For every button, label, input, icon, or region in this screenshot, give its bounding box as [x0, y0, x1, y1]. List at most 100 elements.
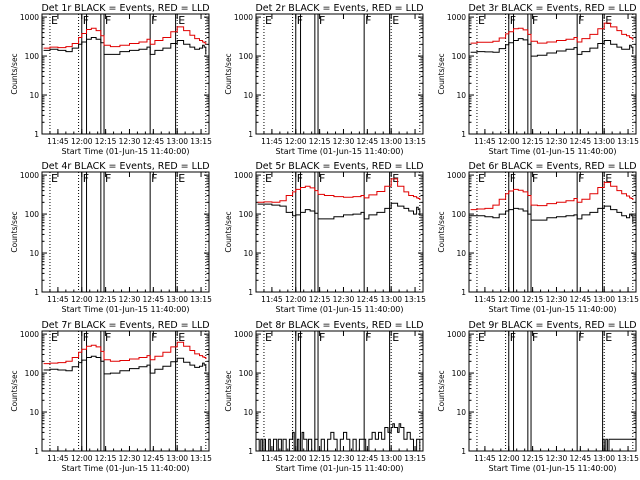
y-axis-label: Counts/sec [224, 211, 233, 252]
x-tick-label: 11:45 [474, 454, 496, 463]
flag-label: F [510, 331, 516, 344]
x-tick-label: 12:30 [546, 137, 568, 146]
y-tick-label: 1 [461, 447, 466, 456]
y-tick-label: 10 [456, 408, 466, 417]
x-tick-label: 12:45 [143, 295, 165, 304]
x-tick-label: 12:45 [570, 295, 592, 304]
plot-frame [41, 13, 210, 135]
y-tick-label: 1 [461, 130, 466, 139]
flag-label: F [297, 172, 303, 185]
x-tick-label: 12:45 [143, 454, 165, 463]
y-axis-label: Counts/sec [224, 370, 233, 411]
x-axis-label: Start Time (01-Jun-15 11:40:00) [489, 147, 617, 156]
panel-title: Det 1r BLACK = Events, RED = LLD [41, 3, 209, 14]
plot-frame [41, 171, 210, 293]
y-tick-label: 100 [239, 369, 254, 378]
flag-label: E [51, 14, 58, 27]
flag-label: E [478, 331, 485, 344]
y-tick-label: 100 [239, 52, 254, 61]
y-axis-label: Counts/sec [437, 53, 446, 94]
flag-label: F [510, 14, 516, 27]
x-axis-label: Start Time (01-Jun-15 11:40:00) [62, 305, 190, 314]
flag-label: F [83, 172, 89, 185]
y-axis-label: Counts/sec [437, 370, 446, 411]
flag-label: F [510, 172, 516, 185]
flag-label: E [178, 172, 185, 185]
plot-frame [255, 171, 424, 293]
x-tick-label: 12:15 [95, 454, 117, 463]
series-events-line [470, 38, 634, 57]
x-tick-label: 12:30 [333, 137, 355, 146]
y-tick-label: 100 [25, 52, 40, 61]
series-lld-line [470, 181, 634, 211]
series-events-line [43, 355, 207, 375]
flag-label: F [151, 172, 157, 185]
y-tick-label: 1 [34, 130, 39, 139]
y-tick-label: 1 [34, 288, 39, 297]
series-lld-line [43, 26, 207, 49]
x-tick-label: 12:30 [119, 295, 141, 304]
flag-label: F [297, 331, 303, 344]
x-tick-label: 12:30 [333, 454, 355, 463]
x-tick-label: 13:15 [617, 137, 639, 146]
flag-label: F [83, 331, 89, 344]
y-axis-label: Counts/sec [10, 370, 19, 411]
flag-label: E [265, 331, 272, 344]
y-tick-label: 1000 [20, 171, 39, 180]
flag-label: F [83, 14, 89, 27]
y-tick-label: 1 [248, 130, 253, 139]
x-tick-label: 12:00 [285, 295, 307, 304]
plot-frame [468, 171, 637, 293]
x-axis-label: Start Time (01-Jun-15 11:40:00) [276, 464, 404, 473]
series-events-line [470, 438, 637, 452]
x-tick-label: 11:45 [261, 454, 283, 463]
plot-frame [468, 13, 637, 135]
flag-label: F [319, 331, 325, 344]
x-tick-label: 13:15 [404, 454, 426, 463]
y-tick-label: 1000 [20, 330, 39, 339]
flag-label: F [365, 331, 371, 344]
y-tick-label: 1000 [234, 330, 253, 339]
x-tick-label: 12:00 [71, 295, 93, 304]
panel-6: Det 6r BLACK = Events, RED = LLD 1 10 100 10… [437, 161, 639, 314]
y-tick-label: 10 [29, 408, 39, 417]
x-tick-label: 12:45 [357, 295, 379, 304]
x-tick-label: 12:45 [143, 137, 165, 146]
x-axis-label: Start Time (01-Jun-15 11:40:00) [489, 305, 617, 314]
panel-title: Det 6r BLACK = Events, RED = LLD [468, 161, 636, 172]
x-tick-label: 12:15 [522, 295, 544, 304]
x-tick-label: 13:00 [166, 295, 188, 304]
x-tick-label: 13:00 [380, 295, 402, 304]
flag-label: E [605, 172, 612, 185]
flag-label: E [178, 14, 185, 27]
x-tick-label: 12:00 [285, 454, 307, 463]
series-events-line [43, 37, 207, 55]
flag-label: F [365, 172, 371, 185]
flag-label: F [319, 172, 325, 185]
y-axis-label: Counts/sec [437, 211, 446, 252]
y-tick-label: 1 [34, 447, 39, 456]
x-tick-label: 13:00 [593, 137, 615, 146]
flag-label: F [297, 14, 303, 27]
flag-label: E [392, 331, 399, 344]
y-tick-label: 1 [461, 288, 466, 297]
flag-label: F [532, 14, 538, 27]
y-axis-label: Counts/sec [10, 53, 19, 94]
flag-label: E [605, 14, 612, 27]
plot-frame [41, 330, 210, 452]
panel-8: Det 8r BLACK = Events, RED = LLD 1 10 100 10… [224, 320, 426, 473]
flag-label: F [105, 172, 111, 185]
panel-title: Det 8r BLACK = Events, RED = LLD [255, 320, 423, 331]
y-tick-label: 1 [248, 447, 253, 456]
x-tick-label: 12:30 [546, 454, 568, 463]
x-tick-label: 13:15 [190, 454, 212, 463]
y-tick-label: 10 [29, 91, 39, 100]
y-tick-label: 1000 [447, 13, 466, 22]
series-lld-line [470, 22, 634, 44]
panel-5: Det 5r BLACK = Events, RED = LLD 1 10 100 10… [224, 161, 426, 314]
x-tick-label: 12:30 [546, 295, 568, 304]
x-tick-label: 12:00 [498, 295, 520, 304]
x-tick-label: 13:00 [166, 454, 188, 463]
x-axis-label: Start Time (01-Jun-15 11:40:00) [276, 305, 404, 314]
x-axis-label: Start Time (01-Jun-15 11:40:00) [62, 464, 190, 473]
